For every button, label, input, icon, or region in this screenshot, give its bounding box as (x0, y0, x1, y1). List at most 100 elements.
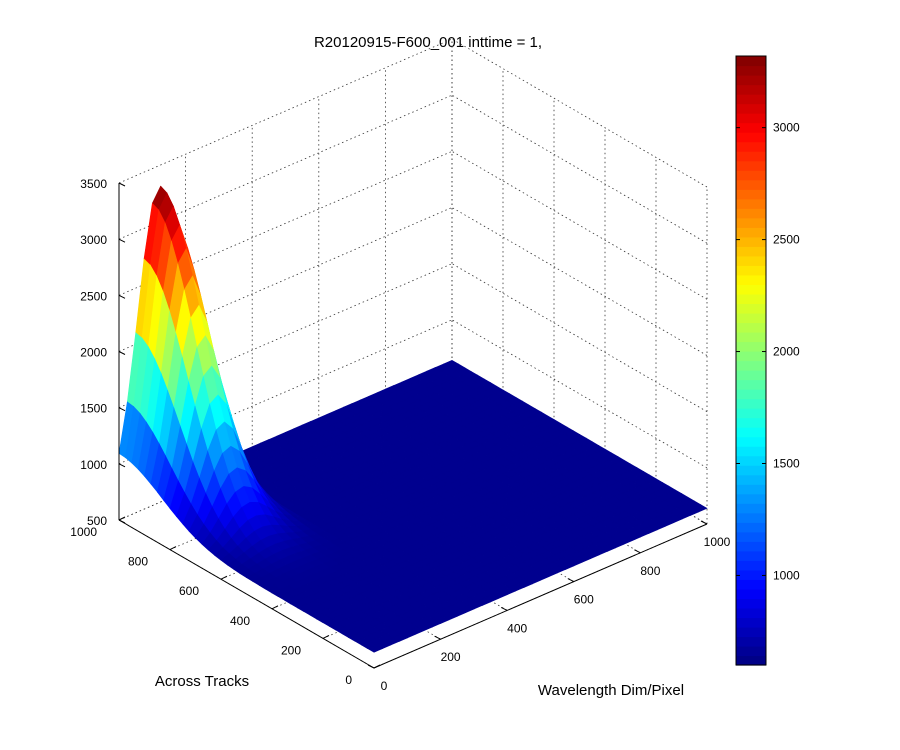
colorbar-cell (736, 579, 766, 590)
x-tick (118, 516, 126, 521)
colorbar-tick-label: 1000 (773, 568, 800, 582)
y-tick-label: 600 (574, 593, 594, 607)
y-axis-line (373, 523, 708, 669)
colorbar-tick-label: 3000 (773, 121, 800, 135)
y-axis-label: Wavelength Dim/Pixel (538, 682, 684, 699)
colorbar-cell (736, 408, 766, 419)
colorbar-cell (736, 236, 766, 247)
colorbar-cell (736, 417, 766, 428)
colorbar-cell (736, 312, 766, 324)
colorbar-cell (736, 541, 766, 552)
x-tick (220, 575, 228, 580)
gridline-z (118, 150, 453, 296)
colorbar-cell (736, 379, 766, 390)
y-tick-label: 800 (640, 564, 660, 578)
colorbar-cell (736, 265, 766, 276)
colorbar-cell (736, 465, 766, 476)
colorbar-cell (736, 607, 766, 619)
x-axis-label: Across Tracks (155, 673, 249, 690)
y-tick (567, 578, 575, 583)
colorbar-cell (736, 427, 766, 438)
colorbar-cell (736, 65, 766, 76)
x-tick-label: 200 (281, 643, 301, 657)
colorbar-cell (736, 588, 766, 599)
z-tick-label: 1500 (80, 402, 107, 416)
colorbar-cell (736, 560, 766, 571)
x-tick-label: 600 (179, 584, 199, 598)
colorbar: 1000 1500 2000 2500 3000 (735, 55, 800, 666)
colorbar-cell (736, 436, 766, 447)
colorbar-cell (736, 322, 766, 333)
colorbar-cell (736, 246, 766, 257)
z-tick (118, 238, 126, 243)
y-tick-label: 0 (381, 679, 388, 693)
colorbar-cell (736, 274, 766, 285)
colorbar-cell (736, 94, 766, 105)
colorbar-cell (736, 446, 766, 457)
x-tick (322, 634, 330, 639)
z-tick (118, 407, 126, 412)
surface-patch (366, 644, 383, 653)
x-axis-ticks: 0 200 400 600 800 1000 (70, 516, 381, 687)
gridline-z (118, 94, 453, 240)
colorbar-cell (736, 474, 766, 485)
colorbar-cell (736, 484, 766, 495)
colorbar-cell (736, 617, 766, 628)
x-tick (169, 546, 177, 551)
z-tick (118, 294, 126, 299)
gridline-z (118, 207, 453, 352)
colorbar-cell (736, 645, 766, 657)
y-tick (434, 635, 441, 640)
colorbar-cell (736, 550, 766, 561)
colorbar-frame (735, 55, 767, 666)
colorbar-cell (736, 370, 766, 381)
colorbar-cell (736, 132, 766, 143)
colorbar-cell (736, 503, 766, 514)
z-axis-ticks: 500 1000 1500 2000 2500 3000 3500 (80, 177, 126, 528)
colorbar-cell (736, 217, 766, 228)
z-tick-label: 2500 (80, 289, 107, 303)
colorbar-cell (736, 389, 766, 400)
colorbar-cell (736, 360, 766, 371)
colorbar-cell (736, 655, 766, 666)
colorbar-cell (736, 531, 766, 542)
colorbar-cell (736, 341, 766, 352)
colorbar-cell (736, 522, 766, 533)
colorbar-cell (736, 56, 766, 67)
colorbar-ticks: 1000 1500 2000 2500 3000 (736, 121, 800, 582)
colorbar-cell (736, 350, 766, 362)
colorbar-cell (736, 198, 766, 209)
colorbar-tick-label: 1500 (773, 456, 800, 470)
gridline-z (118, 263, 453, 409)
colorbar-cell (736, 160, 766, 171)
colorbar-cell (736, 598, 766, 609)
colorbar-cell (736, 284, 766, 295)
y-axis-ticks: 0 200 400 600 800 1000 (367, 520, 731, 693)
gridline-z (451, 38, 708, 188)
colorbar-cell (736, 398, 766, 409)
chart-title: R20120915-F600_001 inttime = 1, (314, 34, 542, 51)
surface (118, 185, 708, 653)
x-tick-label: 400 (230, 614, 250, 628)
colorbar-cell (736, 103, 766, 114)
x-tick (373, 664, 381, 669)
x-tick-label: 800 (128, 555, 148, 569)
y-tick (500, 606, 508, 611)
colorbar-cell (736, 151, 766, 162)
colorbar-tick-label: 2500 (773, 233, 800, 247)
x-tick-label: 1000 (70, 525, 97, 539)
z-tick (118, 351, 126, 355)
z-tick-label: 3500 (80, 177, 107, 191)
colorbar-cell (736, 141, 766, 152)
colorbar-cell (736, 84, 766, 95)
colorbar-cell (736, 113, 766, 124)
colorbar-cell (736, 255, 766, 266)
colorbar-cell (736, 208, 766, 219)
colorbar-cell (736, 493, 766, 504)
colorbar-cell (736, 75, 766, 86)
colorbar-cell (736, 293, 766, 305)
gridline-z (118, 319, 453, 465)
colorbar-cell (736, 303, 766, 314)
